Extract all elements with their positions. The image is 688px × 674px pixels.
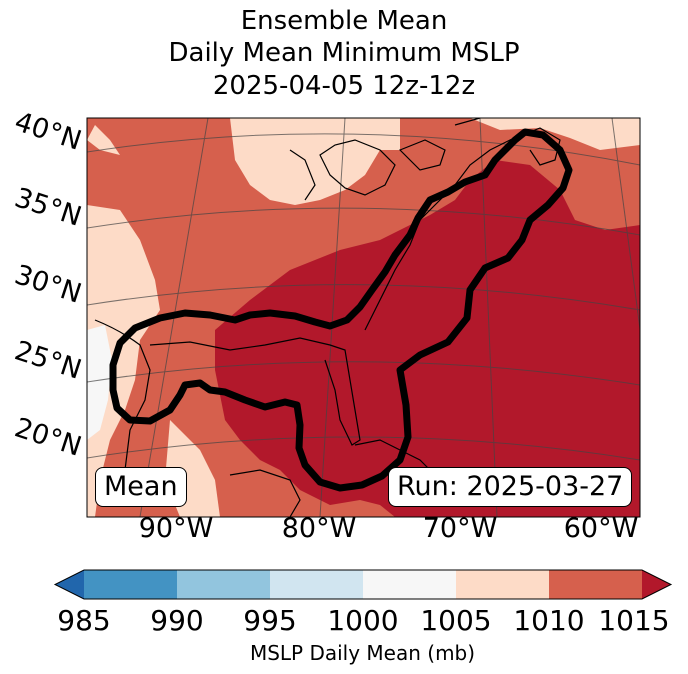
cb-tick-985: 985 <box>57 604 111 637</box>
colorbar <box>53 569 673 600</box>
map-panel <box>87 118 640 517</box>
colorbar-segment <box>270 570 363 599</box>
cb-tick-990: 990 <box>150 604 204 637</box>
field-1005-1010-north <box>230 118 400 205</box>
cb-tick-1015: 1015 <box>598 604 670 637</box>
lon-label-80: 80°W <box>281 513 357 544</box>
cb-tick-1005: 1005 <box>420 604 492 637</box>
run-date-box: Run: 2025-03-27 <box>388 467 633 507</box>
title-line-3: 2025-04-05 12z-12z <box>212 71 476 101</box>
cb-tick-1010: 1010 <box>513 604 585 637</box>
cb-tick-995: 995 <box>243 604 297 637</box>
colorbar-label: MSLP Daily Mean (mb) <box>249 641 476 665</box>
colorbar-segment <box>84 570 177 599</box>
field-above-1015 <box>215 160 640 517</box>
map-frame <box>86 117 641 518</box>
colorbar-segment <box>549 570 642 599</box>
lon-label-60: 60°W <box>563 513 639 544</box>
title-line-1: Ensemble Mean <box>240 6 448 36</box>
field-1005-1010-northeast <box>470 118 640 150</box>
colorbar-extend-low <box>55 570 84 599</box>
bold-contour <box>109 128 573 492</box>
field-1000-1005 <box>87 325 112 440</box>
colorbar-segment <box>363 570 456 599</box>
lon-label-90: 90°W <box>138 513 214 544</box>
title-line-2: Daily Mean Minimum MSLP <box>168 38 520 68</box>
lon-label-70: 70°W <box>422 513 498 544</box>
mean-label-box: Mean <box>95 467 187 507</box>
colorbar-extend-high <box>642 570 671 599</box>
colorbar-outline <box>53 569 673 600</box>
field-1005-1010-west <box>87 205 160 517</box>
colorbar-segment <box>177 570 270 599</box>
cb-tick-1000: 1000 <box>327 604 399 637</box>
colorbar-segment <box>456 570 549 599</box>
field-1005-1010-corner <box>87 125 120 155</box>
